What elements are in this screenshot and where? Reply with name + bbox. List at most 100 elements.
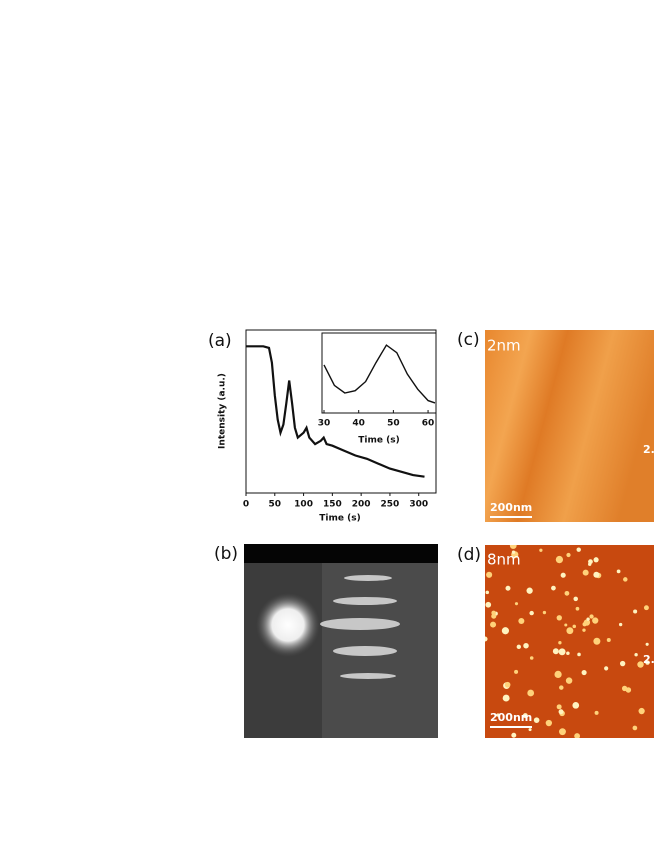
afm-dot bbox=[526, 587, 533, 594]
afm-dot bbox=[511, 732, 517, 738]
afm-dot bbox=[539, 548, 543, 552]
afm-dot bbox=[564, 623, 568, 627]
panel-label: (b) bbox=[214, 544, 238, 564]
x-tick-label: 50 bbox=[387, 419, 400, 429]
afm-dot bbox=[583, 619, 591, 626]
afm-dot bbox=[575, 606, 580, 611]
plot-layer: 0 50 100 150 200 250 300 30 40 50 60 bbox=[243, 344, 436, 510]
afm-dot bbox=[511, 550, 516, 554]
x-axis-label: Time (s) bbox=[319, 514, 360, 524]
afm-dot bbox=[523, 642, 529, 649]
afm-dots bbox=[485, 545, 650, 738]
afm-dot bbox=[604, 666, 609, 671]
x-tick-label: 300 bbox=[409, 500, 428, 510]
afm-dot bbox=[592, 617, 599, 624]
edge-text: 2. bbox=[643, 443, 654, 456]
afm-dot bbox=[619, 660, 626, 667]
afm-dot bbox=[577, 652, 581, 657]
afm-dot bbox=[527, 689, 535, 697]
panel-label: (d) bbox=[457, 545, 481, 565]
afm-dot bbox=[618, 622, 623, 627]
afm-dot bbox=[496, 713, 500, 717]
afm-dot bbox=[514, 602, 519, 606]
afm-image bbox=[485, 330, 654, 522]
afm-dot bbox=[645, 660, 650, 665]
x-tick-label: 30 bbox=[318, 419, 331, 429]
afm-dot bbox=[485, 601, 492, 608]
afm-dot bbox=[572, 701, 580, 709]
afm-dot bbox=[556, 615, 562, 621]
afm-dot bbox=[551, 585, 556, 591]
afm-dot bbox=[486, 571, 493, 578]
x-tick-label: 200 bbox=[352, 500, 371, 510]
afm-dot bbox=[556, 704, 562, 710]
afm-dot bbox=[638, 707, 645, 715]
rheed-streaks bbox=[320, 575, 400, 679]
inset-frame bbox=[321, 332, 437, 414]
afm-dot bbox=[529, 610, 534, 616]
afm-dot bbox=[505, 585, 511, 591]
afm-dot bbox=[558, 641, 562, 645]
afm-dot bbox=[516, 644, 522, 650]
afm-dot bbox=[490, 621, 497, 628]
afm-dot bbox=[542, 610, 547, 615]
afm-dot bbox=[564, 590, 570, 596]
afm-dot bbox=[501, 627, 510, 635]
x-tick-label: 60 bbox=[422, 419, 435, 429]
panel-label: (a) bbox=[208, 331, 232, 351]
afm-dot bbox=[582, 628, 586, 632]
afm-dot bbox=[558, 709, 564, 715]
afm-dot bbox=[593, 557, 599, 563]
afm-dot bbox=[574, 733, 581, 738]
afm-dot bbox=[485, 636, 488, 642]
afm-dot bbox=[529, 656, 534, 660]
afm-dot bbox=[623, 577, 628, 582]
afm-dot bbox=[581, 669, 587, 676]
afm-dot bbox=[589, 614, 594, 619]
afm-dot bbox=[509, 545, 517, 549]
afm-dot bbox=[586, 617, 590, 621]
afm-dot bbox=[616, 569, 621, 574]
x-tick-label: 150 bbox=[323, 500, 342, 510]
afm-dot bbox=[491, 613, 497, 619]
afm-dot bbox=[645, 642, 649, 646]
afm-dot bbox=[572, 624, 577, 629]
x-tick-label: 100 bbox=[294, 500, 313, 510]
afm-dot bbox=[491, 610, 496, 616]
x-tick-label: 0 bbox=[243, 500, 249, 510]
height-scale: 2nm bbox=[487, 337, 521, 355]
afm-dot bbox=[566, 627, 574, 635]
afm-dot bbox=[637, 661, 644, 668]
afm-dot bbox=[582, 569, 589, 576]
rheed-spot bbox=[256, 593, 320, 657]
afm-dot bbox=[566, 651, 570, 655]
scale-bar-label: 200nm bbox=[490, 711, 532, 724]
afm-dot bbox=[594, 710, 599, 715]
afm-dot bbox=[633, 609, 638, 614]
afm-dot bbox=[554, 670, 562, 679]
scale-bar-label: 200nm bbox=[490, 501, 532, 514]
panel-label: (c) bbox=[457, 330, 480, 350]
afm-dot bbox=[504, 681, 511, 688]
afm-dot bbox=[606, 637, 611, 642]
afm-dot bbox=[502, 694, 510, 702]
afm-image bbox=[485, 545, 654, 738]
afm-dot bbox=[528, 728, 532, 732]
afm-dot bbox=[588, 562, 592, 566]
afm-dot bbox=[593, 637, 601, 645]
inset-x-label: Time (s) bbox=[358, 436, 399, 446]
y-axis-label: Intensity (a.u.) bbox=[218, 373, 228, 449]
afm-dot bbox=[559, 685, 564, 690]
afm-dot bbox=[522, 713, 528, 719]
x-tick-label: 40 bbox=[352, 419, 365, 429]
data-line bbox=[323, 344, 436, 404]
afm-dot bbox=[566, 552, 571, 558]
afm-dot bbox=[632, 725, 638, 731]
afm-dot bbox=[558, 648, 566, 656]
afm-dot bbox=[514, 669, 519, 674]
data-line bbox=[246, 345, 425, 478]
rheed-shadow bbox=[244, 544, 438, 563]
afm-dot bbox=[555, 555, 564, 564]
x-tick-label: 250 bbox=[381, 500, 400, 510]
